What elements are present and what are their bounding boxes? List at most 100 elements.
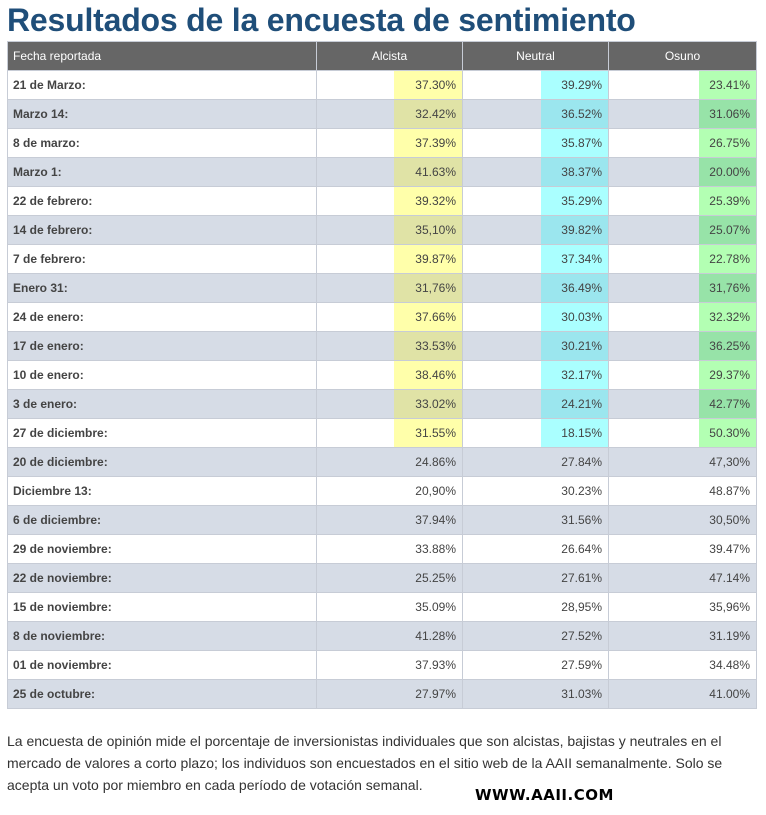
value-bullish: 39.32% [415,194,456,208]
table-row: 3 de enero: 33.02% 24.21% 42.77% [7,389,757,419]
cell-bearish: 31.19% [608,621,757,651]
value-bullish: 37.66% [415,310,456,324]
highlight-bullish [394,129,462,157]
highlight-bearish [699,332,756,360]
highlight-neutral [541,100,608,128]
value-bearish: 36.25% [709,339,750,353]
cell-bearish: 47.14% [608,563,757,593]
cell-neutral: 35.87% [462,128,609,158]
highlight-bearish [699,390,756,418]
table-row: 10 de enero: 38.46% 32.17% 29.37% [7,360,757,390]
row-date: 17 de enero: [7,331,317,361]
value-bearish: 41.00% [709,687,750,701]
value-neutral: 27.59% [561,658,602,672]
cell-bearish: 23.41% [608,70,757,100]
value-bearish: 23.41% [709,78,750,92]
value-bullish: 37.30% [415,78,456,92]
table-row: 01 de noviembre: 37.93% 27.59% 34.48% [7,650,757,680]
cell-bullish: 24.86% [316,447,463,477]
value-neutral: 31.03% [561,687,602,701]
row-date: Marzo 1: [7,157,317,187]
row-date: Marzo 14: [7,99,317,129]
highlight-bearish [699,129,756,157]
value-bullish: 31.55% [415,426,456,440]
value-bullish: 24.86% [415,455,456,469]
table-row: 14 de febrero: 35,10% 39.82% 25.07% [7,215,757,245]
highlight-bearish [699,187,756,215]
table-row: 17 de enero: 33.53% 30.21% 36.25% [7,331,757,361]
value-neutral: 36.49% [561,281,602,295]
cell-bearish: 30,50% [608,505,757,535]
value-bullish: 35,10% [415,223,456,237]
highlight-bullish [394,274,462,302]
highlight-bullish [394,419,462,447]
value-neutral: 31.56% [561,513,602,527]
cell-neutral: 27.52% [462,621,609,651]
highlight-bearish [699,158,756,186]
highlight-bearish [699,216,756,244]
cell-neutral: 35.29% [462,186,609,216]
cell-neutral: 18.15% [462,418,609,448]
cell-bullish: 37.94% [316,505,463,535]
value-bearish: 34.48% [709,658,750,672]
value-neutral: 28,95% [561,600,602,614]
value-bearish: 26.75% [709,136,750,150]
table-row: Diciembre 13: 20,90% 30.23% 48.87% [7,476,757,506]
table-row: 27 de diciembre: 31.55% 18.15% 50.30% [7,418,757,448]
table-row: Marzo 14: 32.42% 36.52% 31.06% [7,99,757,129]
value-neutral: 39.82% [561,223,602,237]
highlight-bullish [394,303,462,331]
value-bullish: 37.93% [415,658,456,672]
highlight-bullish [394,390,462,418]
value-bullish: 25.25% [415,571,456,585]
row-date: 29 de noviembre: [7,534,317,564]
cell-bearish: 29.37% [608,360,757,390]
table-row: 25 de octubre: 27.97% 31.03% 41.00% [7,679,757,709]
cell-neutral: 30.21% [462,331,609,361]
highlight-neutral [541,361,608,389]
cell-neutral: 37.34% [462,244,609,274]
value-neutral: 30.03% [561,310,602,324]
value-bullish: 31,76% [415,281,456,295]
cell-bearish: 25.39% [608,186,757,216]
value-bearish: 31.19% [709,629,750,643]
row-date: 01 de noviembre: [7,650,317,680]
highlight-bullish [394,332,462,360]
header-bullish: Alcista [316,41,463,71]
value-bullish: 35.09% [415,600,456,614]
value-bearish: 30,50% [709,513,750,527]
cell-neutral: 31.56% [462,505,609,535]
table-row: 7 de febrero: 39.87% 37.34% 22.78% [7,244,757,274]
value-bearish: 35,96% [709,600,750,614]
cell-bullish: 33.53% [316,331,463,361]
cell-bearish: 34.48% [608,650,757,680]
cell-neutral: 39.82% [462,215,609,245]
cell-neutral: 36.49% [462,273,609,303]
row-date: 24 de enero: [7,302,317,332]
cell-neutral: 27.59% [462,650,609,680]
table-row: 21 de Marzo: 37.30% 39.29% 23.41% [7,70,757,100]
highlight-neutral [541,245,608,273]
table-row: 20 de diciembre: 24.86% 27.84% 47,30% [7,447,757,477]
cell-bullish: 33.88% [316,534,463,564]
cell-bearish: 36.25% [608,331,757,361]
table-body: 21 de Marzo: 37.30% 39.29% 23.41% Marzo 14: 3… [7,70,757,709]
row-date: 14 de febrero: [7,215,317,245]
value-neutral: 26.64% [561,542,602,556]
highlight-neutral [541,216,608,244]
cell-neutral: 32.17% [462,360,609,390]
cell-bullish: 31,76% [316,273,463,303]
value-neutral: 38.37% [561,165,602,179]
cell-bearish: 50.30% [608,418,757,448]
value-bearish: 42.77% [709,397,750,411]
highlight-neutral [541,332,608,360]
cell-neutral: 30.03% [462,302,609,332]
cell-bullish: 20,90% [316,476,463,506]
cell-bullish: 37.30% [316,70,463,100]
value-bearish: 48.87% [709,484,750,498]
highlight-bearish [699,71,756,99]
highlight-bearish [699,419,756,447]
table-row: Marzo 1: 41.63% 38.37% 20.00% [7,157,757,187]
highlight-bullish [394,216,462,244]
survey-description: La encuesta de opinión mide el porcentaj… [7,733,723,793]
